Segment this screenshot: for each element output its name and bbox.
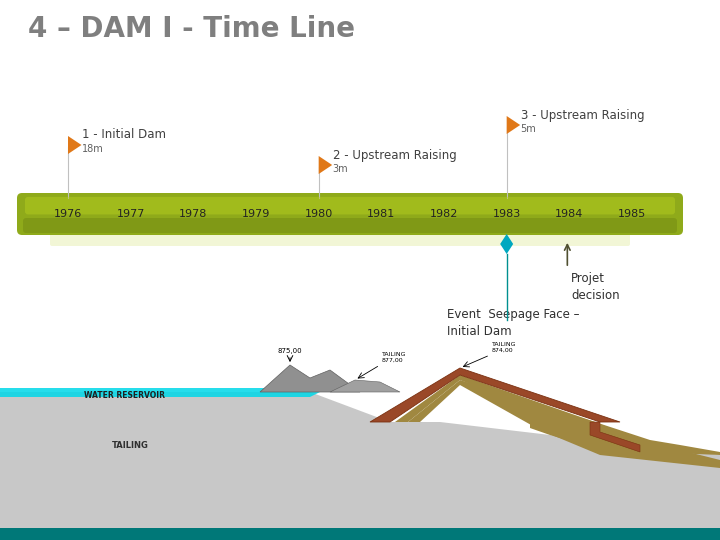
Text: 1981: 1981 [367, 209, 395, 219]
Text: Event  Seepage Face –
Initial Dam: Event Seepage Face – Initial Dam [446, 308, 579, 338]
FancyBboxPatch shape [17, 193, 683, 235]
Text: 3 - Upstream Raising: 3 - Upstream Raising [521, 109, 644, 122]
Text: 5m: 5m [521, 124, 536, 134]
Text: 1979: 1979 [242, 209, 270, 219]
Text: 18m: 18m [82, 144, 104, 154]
Text: 1977: 1977 [117, 209, 145, 219]
Text: 1984: 1984 [555, 209, 583, 219]
FancyBboxPatch shape [50, 233, 630, 246]
Polygon shape [507, 116, 520, 134]
Text: 2 - Upstream Raising: 2 - Upstream Raising [333, 148, 456, 161]
Text: 1985: 1985 [618, 209, 646, 219]
Text: WATER RESERVOIR: WATER RESERVOIR [84, 390, 166, 400]
Text: TAILING
877,00: TAILING 877,00 [382, 352, 407, 363]
Polygon shape [590, 422, 640, 452]
Polygon shape [0, 392, 720, 528]
Text: TAILING
874,00: TAILING 874,00 [492, 342, 516, 353]
Bar [0, 528, 720, 540]
Polygon shape [260, 365, 360, 392]
Polygon shape [408, 380, 720, 468]
Polygon shape [370, 368, 620, 422]
Polygon shape [0, 388, 320, 397]
Text: 1976: 1976 [54, 209, 82, 219]
Text: 875,00: 875,00 [278, 348, 302, 354]
Text: TAILING: TAILING [112, 441, 148, 449]
Polygon shape [319, 156, 332, 174]
Text: 1 - Initial Dam: 1 - Initial Dam [82, 129, 166, 141]
Polygon shape [330, 380, 400, 392]
Text: 1982: 1982 [430, 209, 458, 219]
Text: 3m: 3m [333, 164, 348, 174]
FancyBboxPatch shape [23, 218, 677, 233]
Text: 4 – DAM I - Time Line: 4 – DAM I - Time Line [28, 15, 355, 43]
Text: 1980: 1980 [305, 209, 333, 219]
Polygon shape [68, 136, 81, 154]
FancyBboxPatch shape [25, 197, 675, 214]
Text: 1983: 1983 [492, 209, 521, 219]
Polygon shape [395, 375, 720, 455]
Text: 1978: 1978 [179, 209, 207, 219]
Text: Projet
decision: Projet decision [572, 272, 620, 302]
Polygon shape [500, 234, 513, 254]
